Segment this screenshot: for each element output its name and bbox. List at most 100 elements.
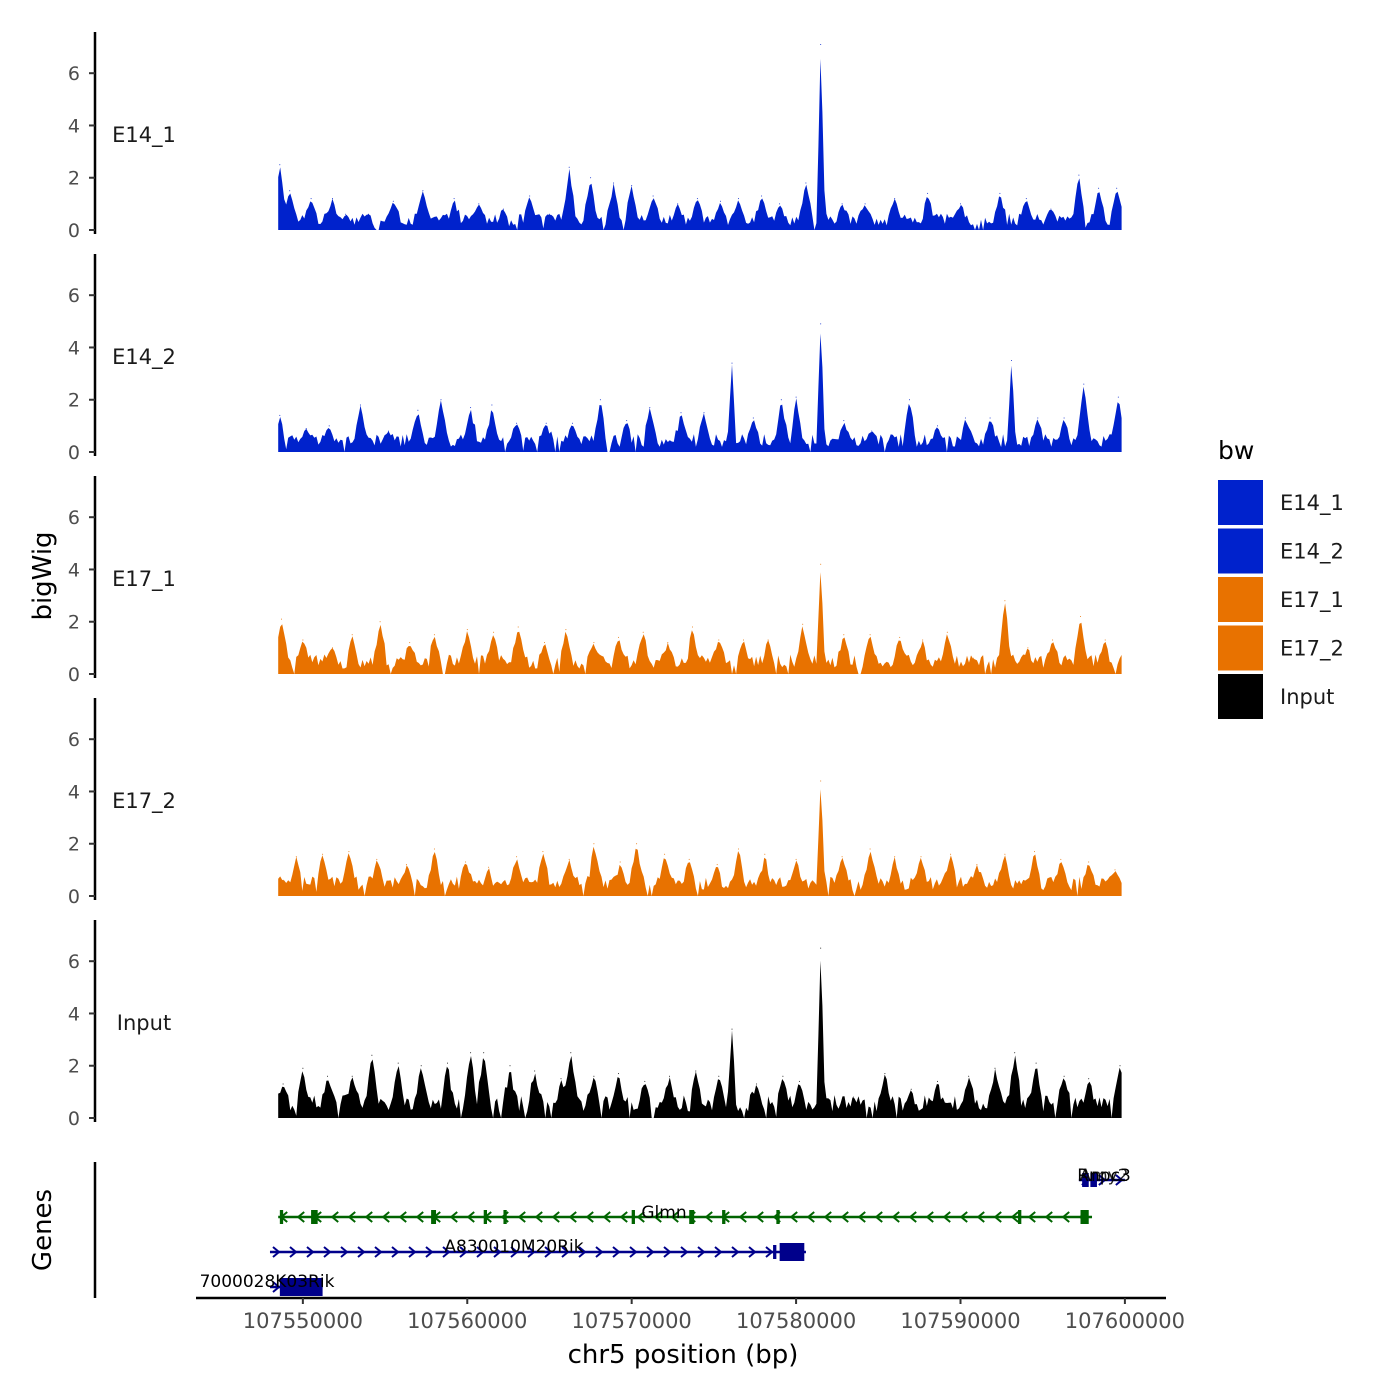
signal-peak <box>1116 187 1118 189</box>
strand-arrow <box>619 1211 628 1223</box>
signal-peak <box>1088 1078 1090 1080</box>
signal-peak <box>664 853 666 855</box>
signal-peak <box>1098 187 1100 189</box>
signal-peak <box>534 1070 536 1072</box>
track-label: E14_1 <box>112 123 176 148</box>
gene-exon <box>722 1210 726 1224</box>
signal-peak <box>613 182 615 184</box>
signal-peak <box>328 425 330 427</box>
strand-arrow <box>731 1246 740 1258</box>
signal-peak <box>1083 383 1085 385</box>
strand-arrow <box>680 1246 689 1258</box>
signal-peak <box>909 399 910 401</box>
signal-peak <box>946 631 948 633</box>
strand-arrow <box>296 1211 305 1223</box>
track-e17-1: 0 2 4 6 E17_1 <box>68 476 1122 686</box>
strand-arrow <box>823 1211 832 1223</box>
signal-peak <box>502 208 504 210</box>
signal-peak <box>631 185 633 187</box>
signal-peak <box>756 1083 758 1085</box>
x-axis: 107550000 107560000 107570000 107580000 1075… <box>196 1296 1185 1333</box>
signal-peak <box>802 623 804 625</box>
strand-arrow <box>1098 1174 1107 1186</box>
signal-peak <box>667 642 669 644</box>
signal-peak <box>1078 174 1080 176</box>
signal-peak <box>371 1054 373 1056</box>
strand-arrow <box>840 1211 849 1223</box>
signal-peak <box>279 414 281 416</box>
signal-peak <box>761 195 763 197</box>
signal-peak <box>692 626 693 628</box>
signal-peak <box>1011 360 1012 361</box>
strand-arrow <box>364 1211 373 1223</box>
gene-exon <box>1080 1210 1089 1224</box>
signal-peak <box>752 417 754 419</box>
signal-peak <box>649 407 651 409</box>
signal-peak <box>549 213 550 215</box>
signal-peak <box>841 856 843 858</box>
signal-peak <box>368 213 370 215</box>
signal-peak <box>568 166 570 168</box>
track-e17-2: 0 2 4 6 E17_2 <box>68 698 1122 908</box>
signal-peak <box>1080 616 1081 617</box>
signal-peak <box>282 879 284 881</box>
strand-arrow <box>442 1246 451 1258</box>
strand-arrow <box>561 1246 570 1258</box>
signal-peak <box>422 190 424 192</box>
strand-arrow <box>765 1246 774 1258</box>
signal-peak <box>433 848 435 850</box>
legend: bw E14_1 E14_2 E17_1 E17_2 Input <box>1218 436 1344 719</box>
gene-a830010m20rik <box>269 1243 806 1261</box>
signal-peak <box>281 618 282 620</box>
signal-peak <box>570 1052 572 1054</box>
strand-arrow <box>347 1211 356 1223</box>
signal-peak <box>359 404 361 406</box>
y-tick-label: 2 <box>68 612 80 634</box>
strand-arrow <box>697 1246 706 1258</box>
signal-peak <box>491 404 493 406</box>
strand-arrow <box>595 1246 604 1258</box>
strand-arrow <box>408 1246 417 1258</box>
signal-peak <box>618 636 619 638</box>
signal-peak <box>1050 208 1052 210</box>
signal-peak <box>572 422 573 424</box>
signal-peak <box>820 780 822 782</box>
signal-peak <box>869 848 871 850</box>
strand-arrow <box>714 1246 723 1258</box>
strand-arrow <box>357 1246 366 1258</box>
signal-peak <box>1119 1065 1121 1067</box>
strand-arrow <box>976 1211 985 1223</box>
signal-peak <box>302 1067 304 1069</box>
signal-area-e17-1 <box>278 572 1122 674</box>
gene-exon <box>279 1210 284 1224</box>
gene-exon <box>773 1245 777 1259</box>
strand-arrow <box>748 1246 757 1258</box>
signal-peak <box>696 198 698 200</box>
signal-peak <box>327 1075 328 1077</box>
legend-label: E14_2 <box>1280 540 1344 565</box>
signal-peak <box>289 190 291 192</box>
signal-peak <box>795 396 797 398</box>
signal-peak <box>869 634 871 636</box>
y-tick-label: 0 <box>68 886 80 908</box>
track-e14-1: 0 2 4 6 E14_1 <box>68 32 1122 242</box>
signal-peak <box>545 422 547 424</box>
strand-arrow <box>568 1211 577 1223</box>
strand-arrow <box>1044 1211 1053 1223</box>
strand-arrow <box>578 1246 587 1258</box>
gene-exon <box>431 1210 437 1224</box>
signal-area-e17-2 <box>278 789 1122 896</box>
strand-arrow <box>330 1211 339 1223</box>
signal-peak <box>351 634 353 636</box>
strand-arrow <box>629 1246 638 1258</box>
signal-peak <box>1063 1075 1065 1077</box>
track-label: E14_2 <box>112 345 176 370</box>
signal-peak <box>820 563 822 565</box>
x-tick-label: 107600000 <box>1065 1309 1185 1333</box>
strand-arrow <box>1027 1211 1036 1223</box>
signal-peak <box>688 858 690 860</box>
signal-peak <box>295 856 297 858</box>
signal-peak <box>779 203 781 205</box>
signal-peak <box>716 864 718 866</box>
